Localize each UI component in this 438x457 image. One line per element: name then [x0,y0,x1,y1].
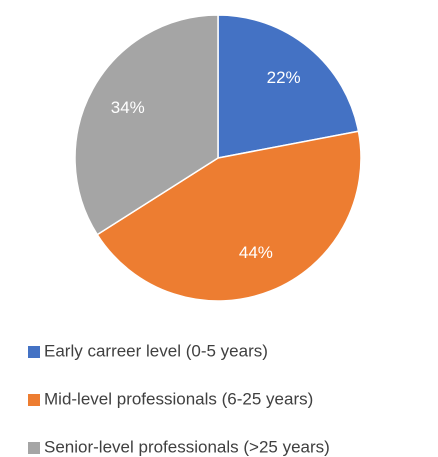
legend-label: Mid-level professionals (6-25 years) [44,389,313,408]
data-label: 34% [111,98,145,117]
pie-slice [96,130,362,302]
legend-label: Early carreer level (0-5 years) [44,341,268,360]
data-label: 22% [267,68,301,87]
data-label: 44% [239,243,273,262]
legend-swatch [28,442,40,454]
legend-swatch [28,394,40,406]
legend-swatch [28,346,40,358]
pie-slice [217,14,360,159]
pie-slice [74,14,219,236]
legend-label: Senior-level professionals (>25 years) [44,437,330,456]
